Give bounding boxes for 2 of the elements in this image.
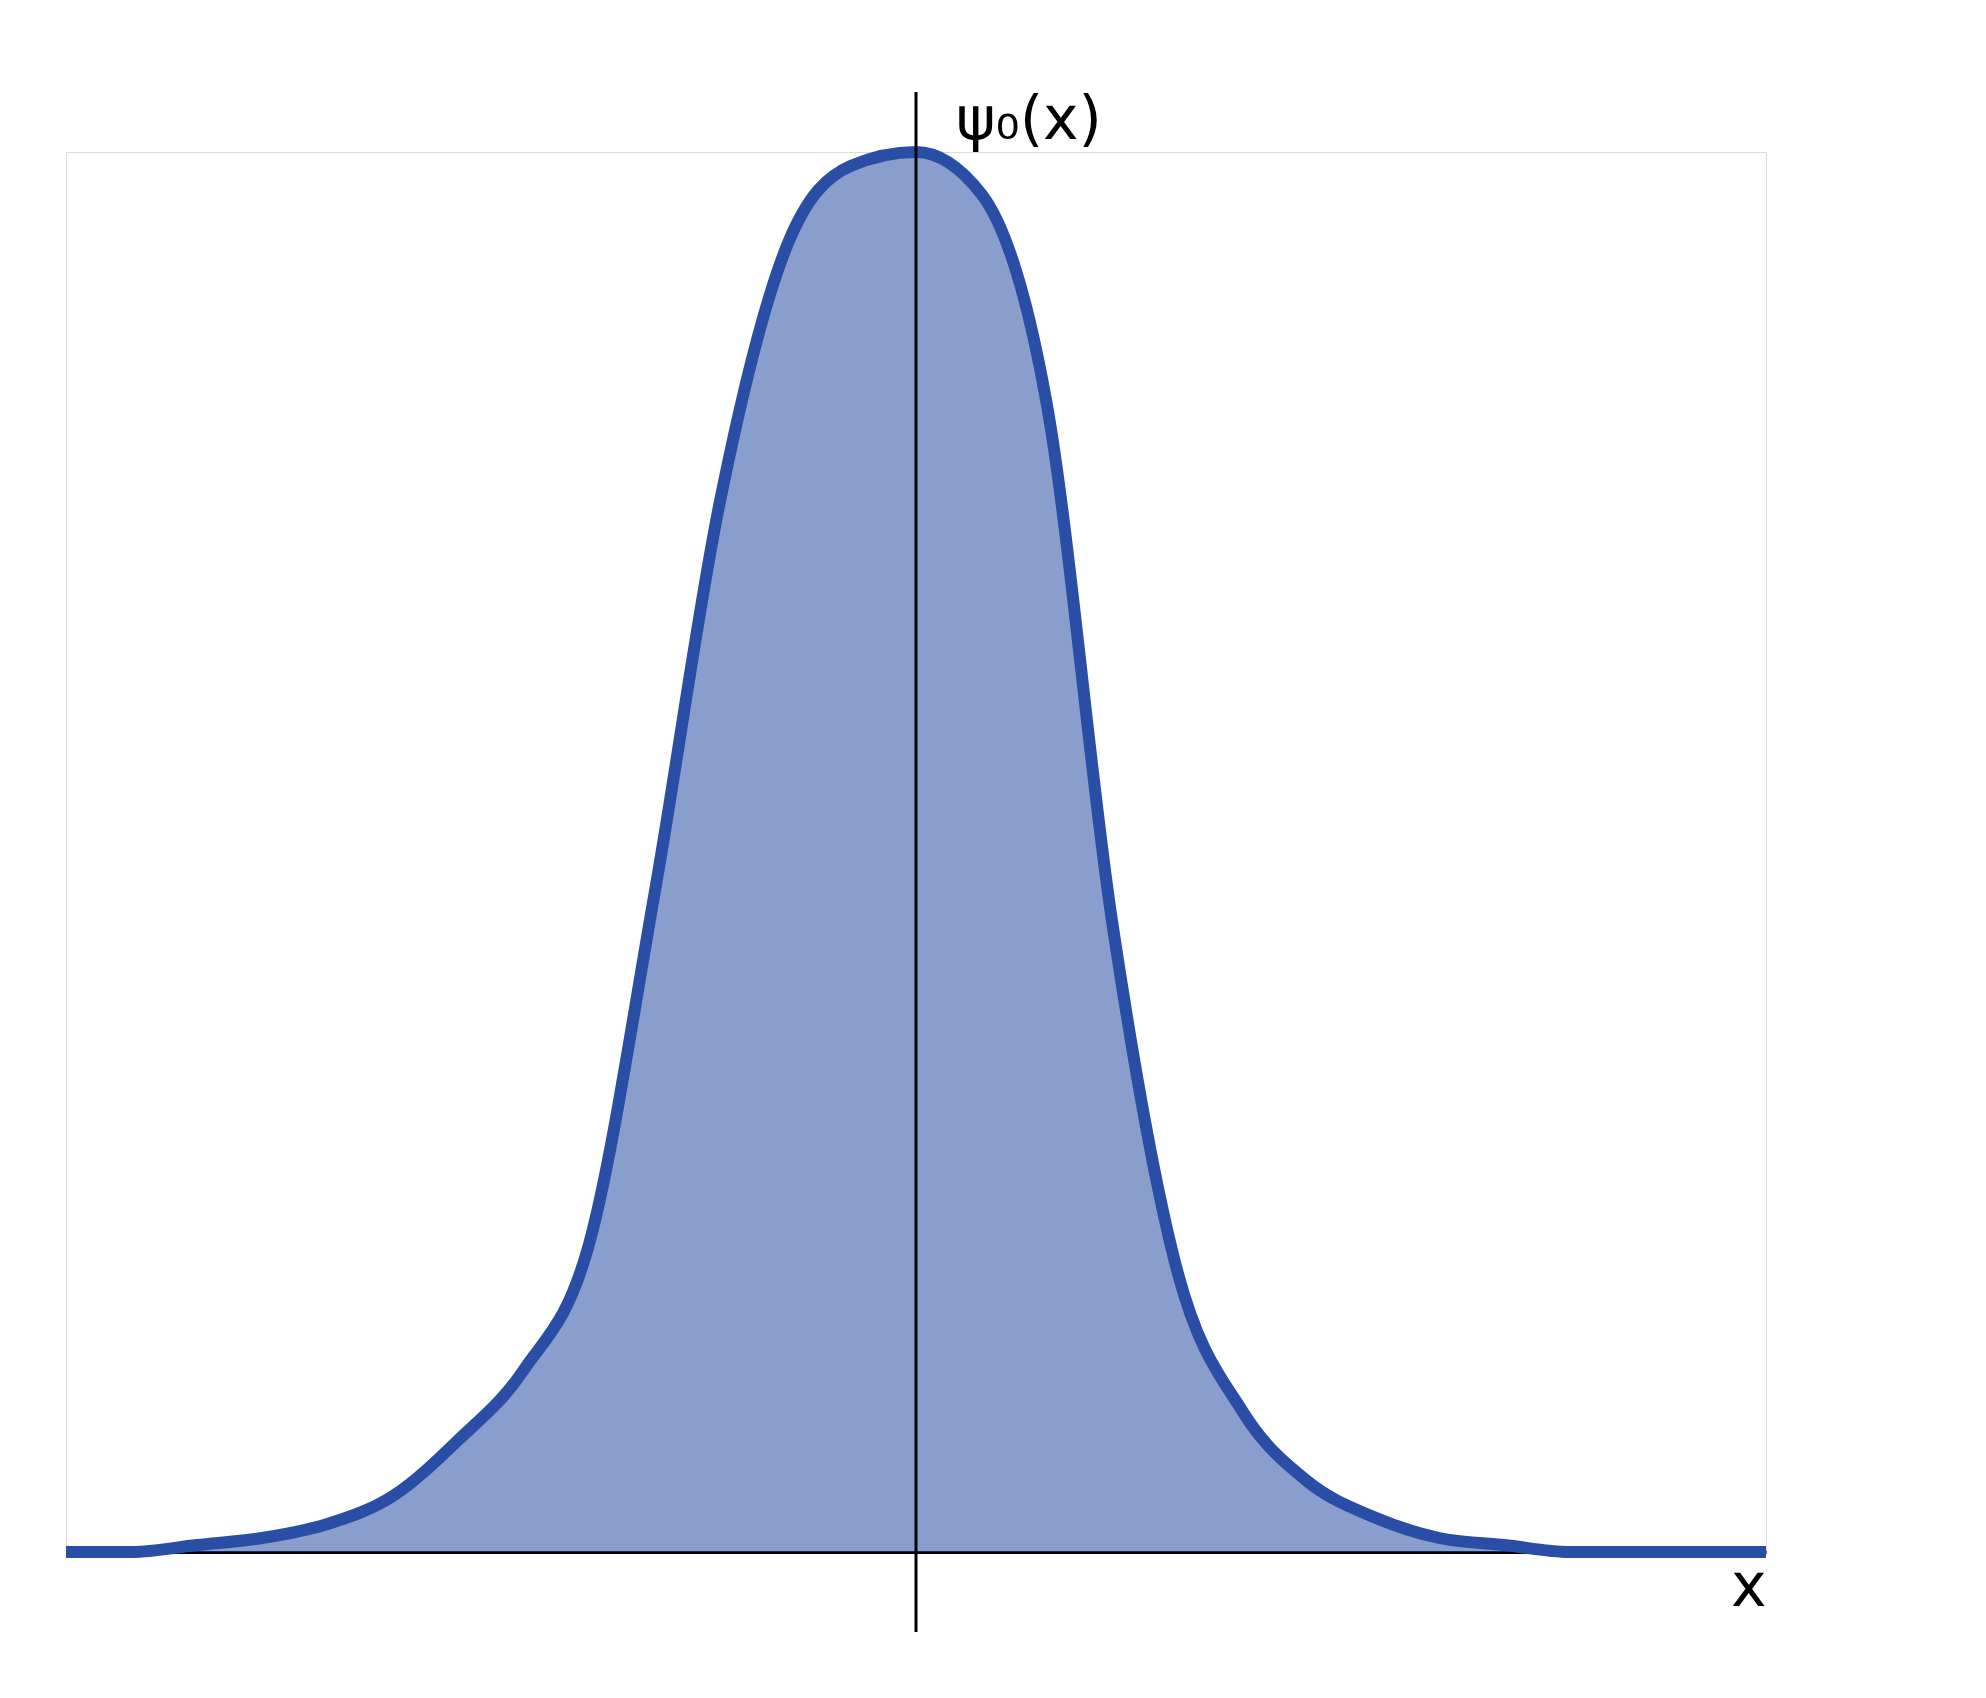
y-axis-title: ψ₀(x) xyxy=(956,83,1102,153)
x-axis-title: x xyxy=(1730,1549,1767,1620)
